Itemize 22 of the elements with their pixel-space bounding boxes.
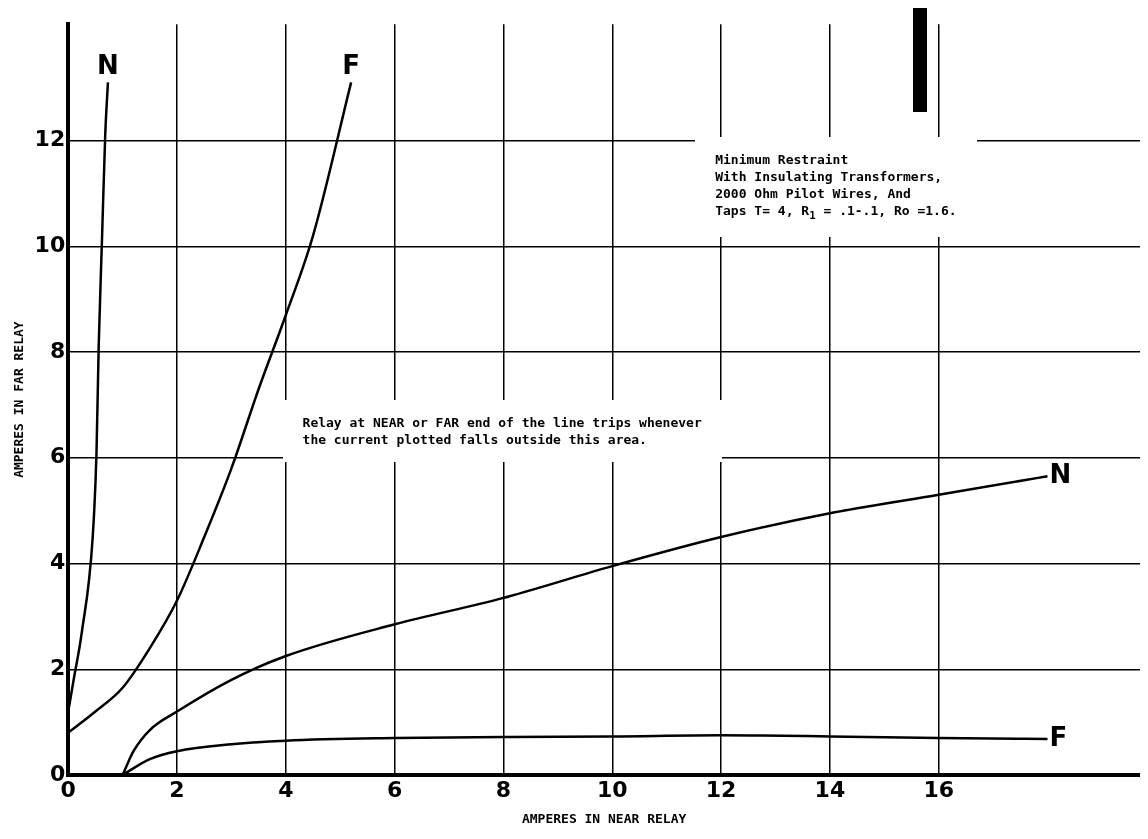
x-tick-label: 14 (814, 776, 846, 802)
series-label: N (1049, 459, 1072, 490)
y-tick-label: 8 (49, 337, 66, 363)
y-tick-label: 4 (49, 549, 66, 575)
annotation: Minimum Restraint With Insulating Transformers, 2000 Ohm Pilot Wires, And Taps T= 4, R$_{1}$ = .1-.1, Ro =1.6. (695, 136, 977, 238)
y-tick-label: 2 (49, 654, 66, 680)
series-label: F (342, 50, 361, 81)
x-axis-title: AMPERES IN NEAR RELAY (521, 810, 687, 826)
x-tick-label: 12 (705, 776, 737, 802)
y-axis-title: AMPERES IN FAR RELAY (11, 321, 27, 478)
x-tick-label: 10 (596, 776, 628, 802)
x-tick-label: 6 (386, 776, 403, 802)
y-tick-label: 6 (49, 443, 66, 469)
y-tick-label: 10 (34, 231, 66, 257)
series-label: F (1049, 721, 1068, 752)
y-tick-label: 12 (34, 126, 66, 152)
series-label: N (97, 50, 119, 81)
x-tick-label: 4 (278, 776, 294, 802)
x-tick-label: 8 (495, 776, 512, 802)
annotation: Relay at NEAR or FAR end of the line trips whenever the current plotted falls outside this area. (282, 399, 722, 462)
x-tick-label: 16 (923, 776, 955, 802)
x-tick-label: 2 (169, 776, 185, 802)
